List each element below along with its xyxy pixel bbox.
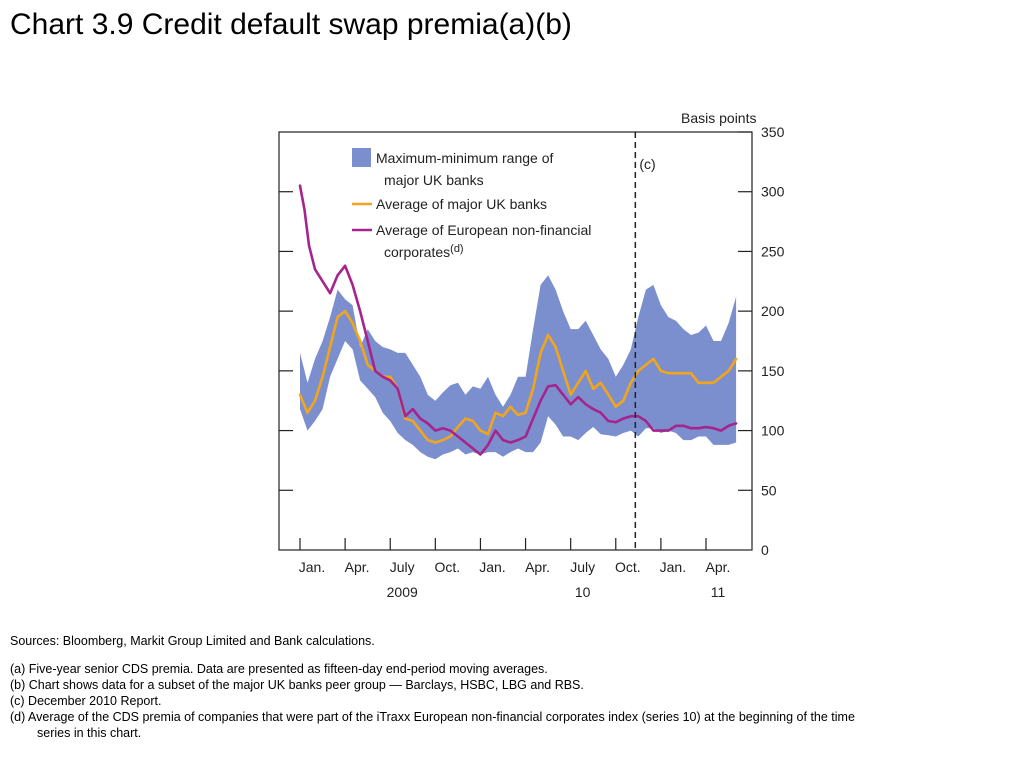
footnote-b: (b) Chart shows data for a subset of the… <box>10 678 584 692</box>
chart-frame: (c) <box>278 131 753 551</box>
x-tick-label: Apr. <box>345 559 370 575</box>
range-band <box>300 275 737 460</box>
y-tick-label: 200 <box>761 303 785 319</box>
x-tick-label: Jan. <box>660 559 686 575</box>
footnote-d-continued: series in this chart. <box>37 726 142 740</box>
y-axis-label: Basis points <box>681 110 756 126</box>
footnote-d: (d) Average of the CDS premia of compani… <box>10 710 855 724</box>
chart-band-layer <box>300 275 737 460</box>
x-tick-label: Apr. <box>706 559 731 575</box>
chart-axes: 0 50 100 150 200 250 300 350 Jan. Apr. July Oct. Jan… <box>279 124 785 600</box>
legend-label: Maximum-minimum range of <box>376 150 553 166</box>
legend-label: Average of European non-financial <box>376 222 591 238</box>
legend-label-sup: (d) <box>450 243 463 255</box>
footnote-a: (a) Five-year senior CDS premia. Data ar… <box>10 662 548 676</box>
y-tick-label: 50 <box>761 482 777 498</box>
x-tick-label: Jan. <box>299 559 325 575</box>
x-tick-label: July <box>390 559 415 575</box>
legend-band-swatch <box>352 148 371 167</box>
y-tick-label: 300 <box>761 184 785 200</box>
legend-label-cont: corporates(d) <box>384 243 464 260</box>
y-tick-label: 100 <box>761 423 785 439</box>
chart-notes: Sources: Bloomberg, Markit Group Limited… <box>10 633 1010 741</box>
sources-note: Sources: Bloomberg, Markit Group Limited… <box>10 634 375 648</box>
x-year-label: 2009 <box>387 584 418 600</box>
x-tick-label: July <box>570 559 595 575</box>
series-euro-corporates-line <box>298 184 738 456</box>
x-tick-label: Oct. <box>615 559 641 575</box>
legend-label: Average of major UK banks <box>376 196 547 212</box>
chart-legend: Maximum-minimum range of major UK banks Av… <box>352 148 591 260</box>
x-tick-label: Oct. <box>434 559 460 575</box>
plot-frame <box>278 131 753 551</box>
december-report-label: (c) <box>639 156 655 172</box>
y-tick-label: 150 <box>761 363 785 379</box>
x-tick-label: Jan. <box>479 559 505 575</box>
x-year-label: 10 <box>575 584 591 600</box>
chart-series-layer <box>298 184 738 456</box>
x-year-label: 11 <box>711 584 726 600</box>
footnote-c: (c) December 2010 Report. <box>10 694 162 708</box>
y-tick-label: 0 <box>761 542 769 558</box>
chart: (c) 0 50 100 150 200 250 300 350 Jan. Apr. July Oct… <box>278 110 785 600</box>
legend-label-cont: major UK banks <box>384 172 484 188</box>
page-title: Chart 3.9 Credit default swap premia(a)(… <box>10 8 572 41</box>
y-tick-label: 350 <box>761 124 785 140</box>
y-tick-label: 250 <box>761 243 785 259</box>
x-tick-label: Apr. <box>525 559 550 575</box>
series-uk-banks-line <box>298 309 738 444</box>
